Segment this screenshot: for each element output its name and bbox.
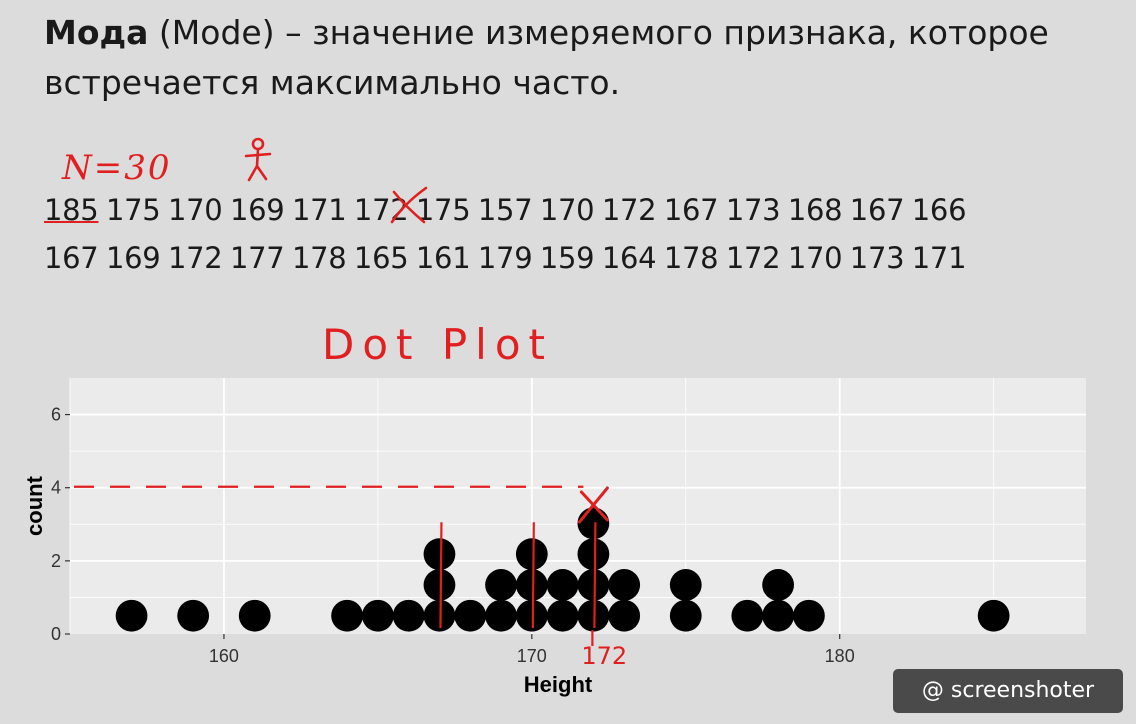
dot bbox=[485, 569, 517, 601]
y-tick-label: 0 bbox=[51, 624, 61, 644]
tally-line bbox=[439, 522, 443, 629]
sample-size-annotation: N=30 bbox=[62, 148, 172, 188]
dot bbox=[238, 599, 271, 632]
data-value: 179 bbox=[477, 241, 533, 275]
data-value: 170 bbox=[167, 193, 223, 227]
data-value: 173 bbox=[849, 241, 905, 275]
data-value: 178 bbox=[291, 241, 347, 275]
x-axis-label: Height bbox=[524, 672, 593, 697]
dot bbox=[115, 599, 148, 632]
dots-layer bbox=[115, 507, 1010, 632]
page-title: Мода (Mode) – значение измеряемого призн… bbox=[44, 8, 1114, 108]
watermark: @ screenshoter bbox=[893, 669, 1123, 713]
dot bbox=[762, 599, 795, 632]
strike-mark bbox=[390, 186, 428, 224]
data-value: 178 bbox=[663, 241, 719, 275]
data-value: 157 bbox=[477, 193, 533, 227]
dot bbox=[731, 599, 764, 632]
stick-figure-icon bbox=[244, 137, 272, 182]
data-value: 171 bbox=[291, 193, 347, 227]
x-tick-label: 170 bbox=[517, 646, 547, 666]
data-value: 185 bbox=[44, 193, 99, 227]
data-value: 170 bbox=[787, 241, 843, 275]
data-value: 167 bbox=[849, 193, 905, 227]
mode-cross bbox=[577, 486, 609, 524]
data-value: 175 bbox=[105, 193, 161, 227]
dot bbox=[577, 507, 610, 540]
y-tick-label: 4 bbox=[51, 478, 61, 498]
y-axis: 0 2 4 6 bbox=[51, 405, 70, 644]
data-value: 171 bbox=[911, 241, 967, 275]
dot bbox=[669, 599, 702, 632]
dot bbox=[977, 599, 1010, 632]
dot bbox=[392, 599, 425, 632]
annotation-layer bbox=[74, 485, 609, 646]
dot bbox=[762, 569, 795, 601]
x-tick-label: 160 bbox=[209, 646, 239, 666]
dot bbox=[608, 599, 641, 632]
data-row-1: 185 175 170 169 171 172 175 157 170 172 167 173 168 1… bbox=[44, 193, 974, 227]
dot bbox=[423, 538, 456, 571]
data-value: 167 bbox=[663, 193, 719, 227]
dot bbox=[177, 599, 210, 632]
x-axis: 160 170 180 bbox=[209, 634, 855, 666]
mode-annotation: 172 bbox=[581, 642, 627, 670]
dot bbox=[454, 599, 487, 632]
y-tick-label: 2 bbox=[51, 551, 61, 571]
dot bbox=[485, 599, 517, 632]
title-term: Мода bbox=[44, 13, 149, 52]
data-value: 172 bbox=[725, 241, 781, 275]
dot bbox=[423, 569, 456, 601]
dot bbox=[577, 538, 610, 571]
data-value: 167 bbox=[44, 241, 99, 275]
data-row-2: 167 169 172 177 178 165 161 179 159 164 178 172 170 1… bbox=[44, 241, 974, 275]
title-definition: (Mode) – значение измеряемого признака, … bbox=[44, 13, 1049, 102]
tally-line bbox=[531, 522, 535, 629]
data-value: 169 bbox=[229, 193, 285, 227]
dot bbox=[515, 599, 548, 632]
data-value: 164 bbox=[601, 241, 657, 275]
dot bbox=[577, 569, 610, 601]
x-tick-label: 180 bbox=[825, 646, 855, 666]
dot bbox=[577, 599, 610, 632]
data-value: 172 bbox=[601, 193, 657, 227]
dot bbox=[793, 599, 825, 632]
data-value: 159 bbox=[539, 241, 595, 275]
tally-line bbox=[593, 522, 597, 629]
plot-title-annotation: Dot Plot bbox=[322, 320, 554, 369]
dot bbox=[515, 538, 548, 571]
plot-panel bbox=[70, 378, 1086, 634]
data-value: 168 bbox=[787, 193, 843, 227]
dot bbox=[515, 569, 548, 601]
y-tick-label: 6 bbox=[51, 405, 61, 425]
y-axis-label: count bbox=[22, 475, 47, 536]
dot bbox=[331, 599, 363, 632]
data-value: 170 bbox=[539, 193, 595, 227]
dot bbox=[546, 569, 579, 601]
data-value: 161 bbox=[415, 241, 471, 275]
dot bbox=[361, 599, 394, 632]
dot bbox=[608, 569, 641, 601]
data-value: 165 bbox=[353, 241, 409, 275]
data-value: 166 bbox=[911, 193, 967, 227]
data-value: 173 bbox=[725, 193, 781, 227]
dot bbox=[423, 599, 456, 632]
data-value: 177 bbox=[229, 241, 285, 275]
dot bbox=[546, 599, 579, 632]
data-value: 169 bbox=[105, 241, 161, 275]
dot bbox=[669, 569, 702, 601]
data-value: 172 bbox=[167, 241, 223, 275]
